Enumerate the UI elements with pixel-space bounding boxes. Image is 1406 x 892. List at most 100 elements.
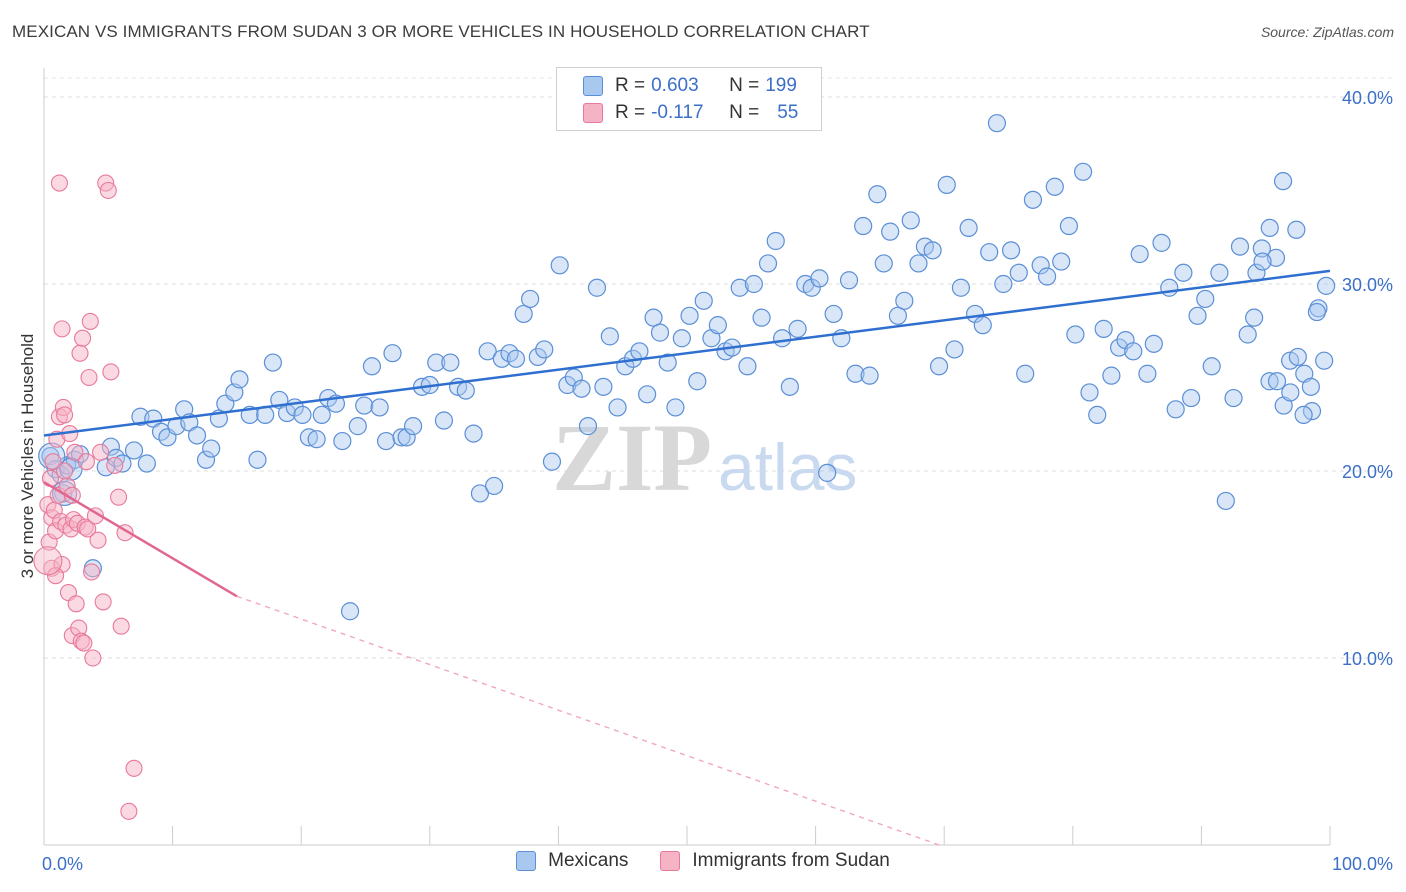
data-point-mexicans [666,398,685,417]
data-point-mexicans [478,342,497,361]
data-point-mexicans [594,377,613,396]
data-point-mexicans [672,329,691,348]
data-point-mexicans [1253,252,1272,271]
data-point-mexicans [470,484,490,503]
data-point-mexicans [1230,237,1250,256]
data-point-mexicans [362,357,382,376]
legend-row-mexicans: R = 0.603 N = 199 [583,73,797,99]
data-point-mexicans [901,211,920,230]
data-point-mexicans [578,417,598,436]
legend-n-label: N = [729,75,760,96]
data-point-sudan [33,546,63,576]
legend-item-sudan[interactable]: Immigrants from Sudan [660,850,890,872]
data-point-mexicans [1088,405,1107,424]
data-point-mexicans [528,347,547,367]
data-point-mexicans [1073,162,1093,181]
data-point-mexicans [802,278,821,297]
mexicans-points [38,114,1336,621]
data-point-mexicans [1188,306,1207,325]
data-point-mexicans [1059,216,1079,236]
data-point-mexicans [485,476,504,496]
data-point-mexicans [708,316,727,335]
data-point-sudan [71,344,89,362]
legend-swatch-mexicans [516,851,537,871]
data-point-mexicans [1174,263,1193,282]
data-point-mexicans [758,254,778,273]
data-point-mexicans [854,216,873,236]
data-point-mexicans [1124,342,1143,361]
data-point-mexicans [550,256,569,275]
data-point-mexicans [1287,220,1306,239]
data-point-mexicans [1094,319,1113,338]
data-point-mexicans [514,304,533,324]
data-point-mexicans [1001,241,1021,260]
data-point-mexicans [773,329,792,348]
data-point-mexicans [888,306,908,325]
data-point-sudan [47,567,65,585]
data-point-mexicans [1252,239,1271,258]
legend-item-mexicans[interactable]: Mexicans [516,850,628,872]
data-point-mexicans [1052,252,1071,271]
data-point-mexicans [1273,172,1293,191]
data-point-mexicans [1182,388,1201,408]
data-point-sudan [81,312,99,330]
data-point-mexicans [558,375,577,395]
data-point-mexicans [403,417,423,436]
data-point-mexicans [1288,347,1307,367]
data-point-sudan [77,453,95,471]
data-point-mexicans [521,289,540,309]
series-legend: Mexicans Immigrants from Sudan [0,850,1406,872]
data-point-mexicans [766,231,785,251]
data-point-mexicans [542,452,562,471]
data-point-mexicans [1066,325,1085,344]
data-point-mexicans [730,278,749,297]
data-point-sudan [53,320,71,338]
y-tick-label: 40.0% [1342,88,1393,108]
data-point-mexicans [348,417,367,436]
data-point-mexicans [909,254,928,273]
data-point-sudan [102,363,120,381]
tick-labels: 10.0% 20.0% 30.0% 40.0% 0.0% 100.0% [42,88,1393,874]
data-point-mexicans [1260,218,1279,237]
data-point-sudan [110,488,128,506]
data-point-sudan [125,759,143,777]
watermark-atlas: atlas [718,430,857,504]
data-point-mexicans [263,353,283,372]
legend-r-value: 0.603 [651,75,699,96]
data-point-mexicans [376,431,396,451]
data-point-mexicans [874,254,893,273]
data-point-mexicans [1307,302,1327,322]
stats-legend: R = 0.603 N = 199 R = -0.117 N = 55 [556,67,822,131]
data-point-sudan [94,593,112,611]
data-point-mexicans [187,426,207,445]
data-point-mexicans [650,323,670,342]
data-point-sudan [56,406,74,424]
data-point-mexicans [987,114,1007,133]
data-point-mexicans [929,357,949,376]
data-point-mexicans [752,308,771,327]
data-point-mexicans [1216,491,1235,511]
legend-n-value: 199 [765,75,797,96]
data-point-sudan [112,617,130,635]
data-point-sudan [67,595,85,613]
data-point-mexicans [340,602,360,621]
watermark: ZIP atlas [552,404,857,511]
data-point-mexicans [434,411,454,430]
data-point-sudan [75,634,93,652]
data-point-mexicans [1016,364,1035,383]
data-point-mexicans [312,405,331,424]
data-point-mexicans [1160,278,1179,297]
data-point-mexicans [1138,364,1157,383]
data-point-mexicans [1144,334,1163,353]
data-point-mexicans [959,218,978,237]
data-point-sudan [56,462,74,480]
data-point-mexicans [1266,248,1286,267]
data-point-sudan [89,531,107,549]
y-tick-label: 20.0% [1342,462,1393,482]
data-point-mexicans [1260,372,1279,391]
data-point-sudan [74,329,92,347]
data-point-mexicans [1130,244,1149,264]
data-point-mexicans [1080,383,1099,402]
data-point-sudan [120,802,138,820]
